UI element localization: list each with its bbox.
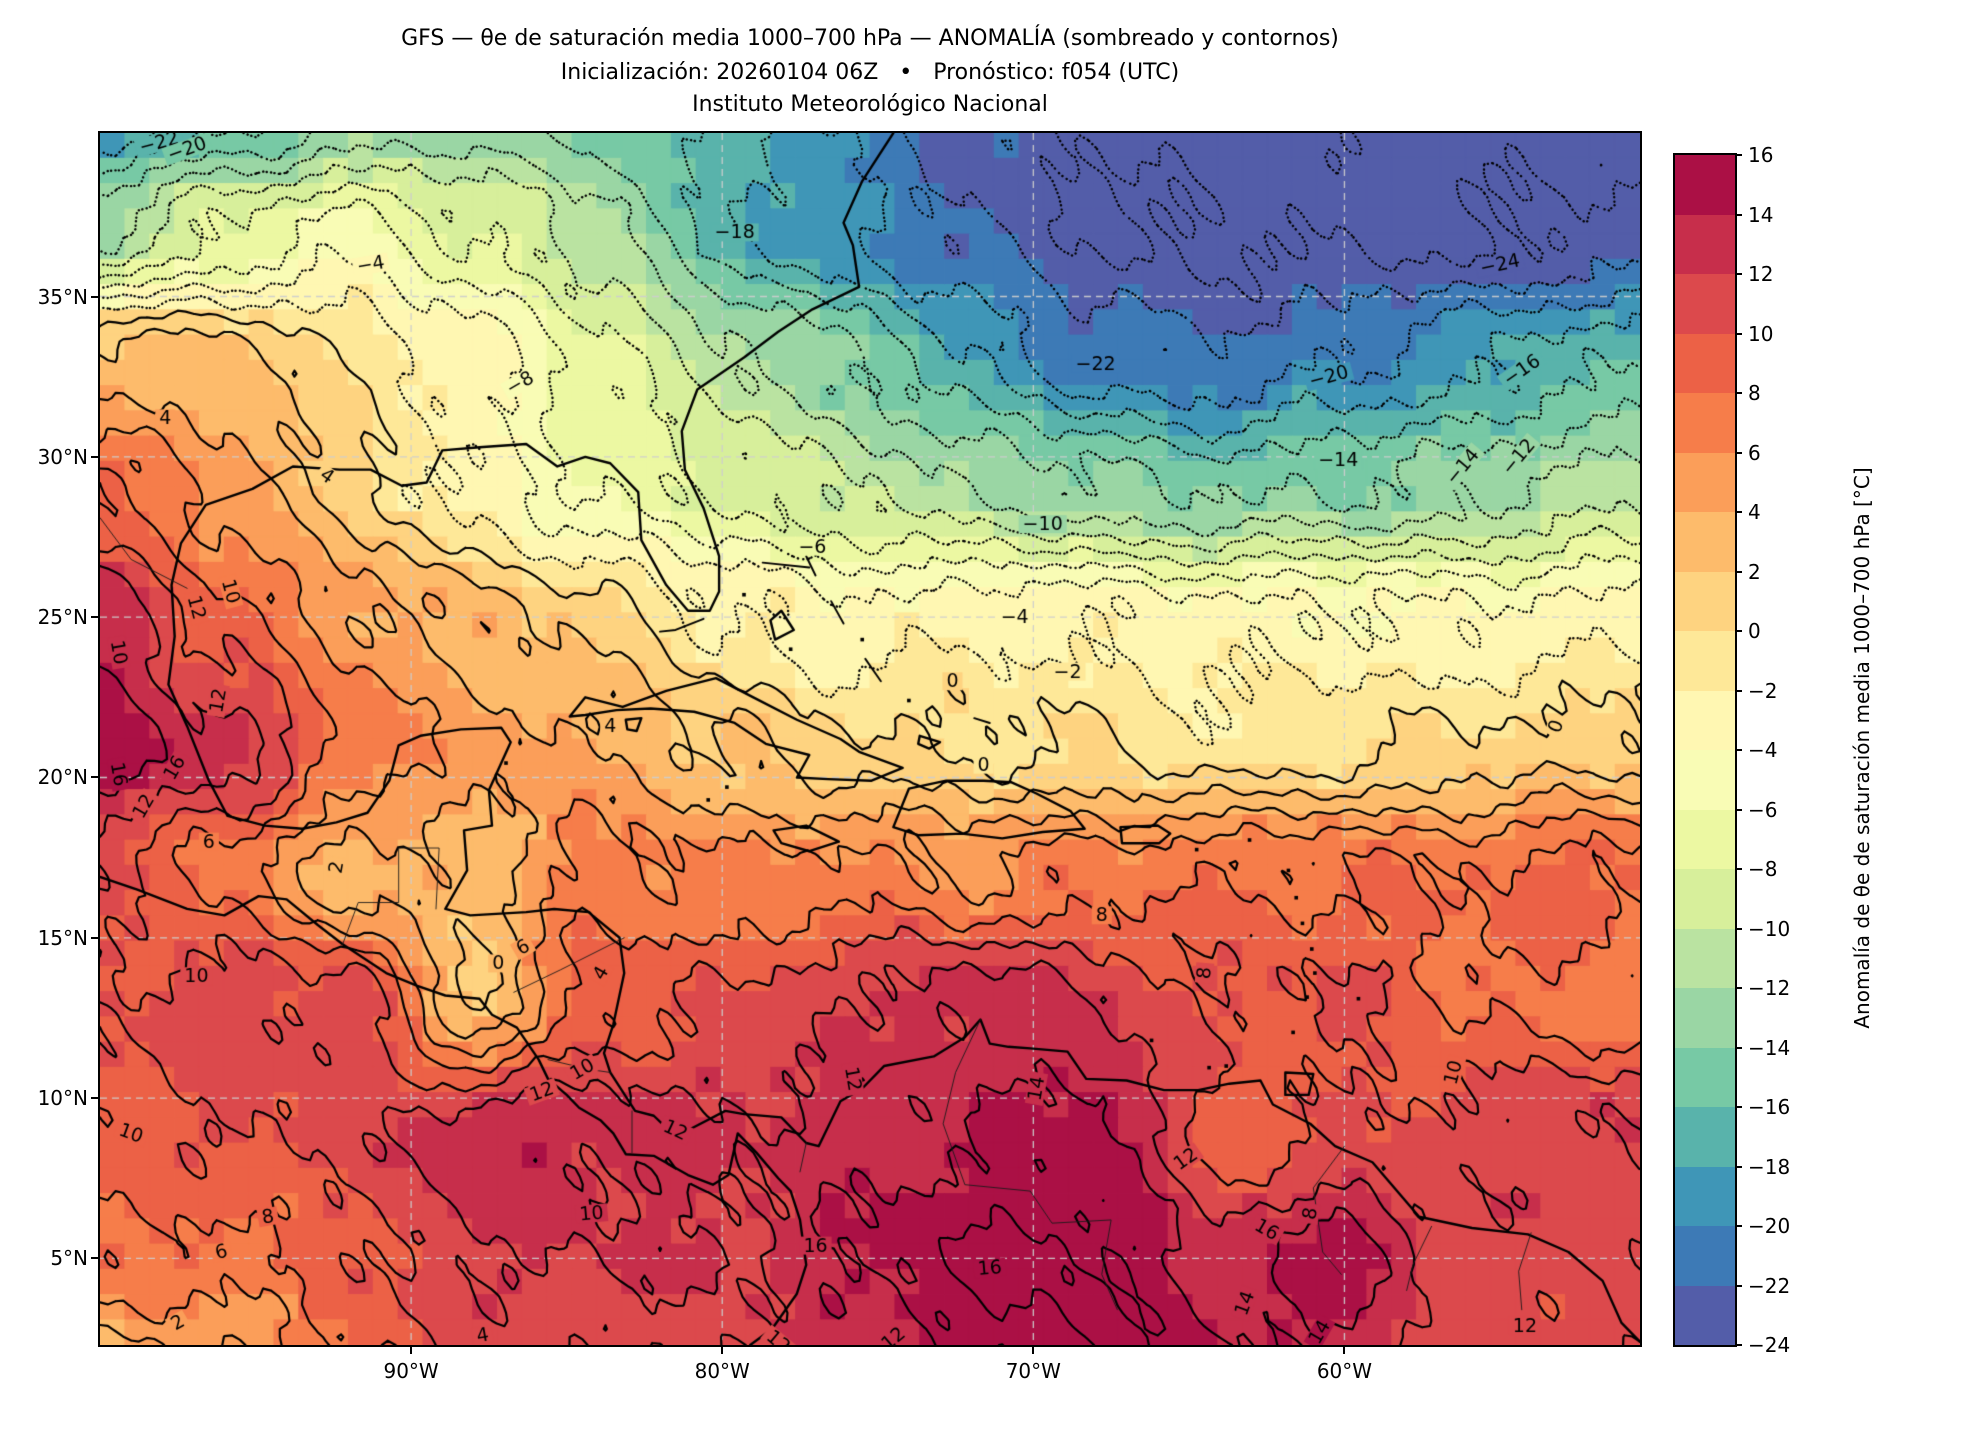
map-canvas	[100, 133, 1640, 1345]
x-tick-mark	[721, 1347, 724, 1354]
colorbar-tick-label: 12	[1748, 262, 1774, 286]
chart-subtitle: Inicialización: 20260104 06Z • Pronóstic…	[560, 60, 1180, 85]
chart-title: GFS — θe de saturación media 1000–700 hP…	[401, 26, 1339, 51]
colorbar-tick-mark	[1735, 927, 1742, 930]
colorbar-band	[1675, 631, 1735, 691]
colorbar-tick-label: −6	[1748, 797, 1778, 822]
colorbar-band	[1675, 1107, 1735, 1167]
colorbar-tick-mark	[1735, 808, 1742, 811]
colorbar-band	[1675, 1166, 1735, 1226]
x-tick-mark	[1343, 1347, 1346, 1354]
colorbar-band	[1675, 988, 1735, 1048]
colorbar-tick-mark	[1735, 332, 1742, 335]
colorbar-band	[1675, 333, 1735, 393]
colorbar-tick-mark	[1735, 630, 1742, 632]
colorbar-tick-label: −20	[1748, 1214, 1791, 1238]
colorbar-band	[1675, 809, 1735, 869]
x-tick-mark	[1032, 1347, 1035, 1354]
colorbar-tick-mark	[1735, 213, 1742, 216]
colorbar-tick-mark	[1735, 1344, 1742, 1346]
colorbar-tick-label: −22	[1748, 1273, 1791, 1298]
colorbar-tick-mark	[1735, 1284, 1742, 1287]
colorbar-band	[1675, 928, 1735, 988]
colorbar-label: Anomalía de θe de saturación media 1000–…	[1850, 467, 1874, 1029]
colorbar-tick-label: −2	[1748, 678, 1778, 703]
colorbar-tick-mark	[1735, 1165, 1742, 1168]
colorbar-tick-mark	[1735, 273, 1742, 275]
x-tick-label: 80°W	[694, 1359, 750, 1383]
colorbar-tick-label: −16	[1748, 1095, 1791, 1119]
colorbar-tick-label: 2	[1748, 559, 1761, 584]
colorbar-band	[1675, 869, 1735, 929]
y-tick-label: 10°N	[37, 1086, 88, 1111]
colorbar-tick-label: 4	[1748, 500, 1761, 524]
y-tick-mark	[91, 1097, 98, 1100]
x-tick-label: 70°W	[1005, 1359, 1061, 1383]
y-tick-mark	[91, 455, 98, 458]
x-tick-mark	[410, 1347, 413, 1354]
colorbar-band	[1675, 1047, 1735, 1107]
colorbar-band	[1675, 750, 1735, 810]
y-tick-mark	[91, 1257, 98, 1260]
y-tick-label: 30°N	[37, 444, 88, 469]
y-tick-label: 5°N	[50, 1246, 88, 1271]
colorbar-band	[1675, 512, 1735, 572]
colorbar-tick-label: 6	[1748, 440, 1761, 465]
colorbar-tick-label: −4	[1748, 738, 1778, 762]
colorbar-tick-mark	[1735, 1046, 1742, 1049]
colorbar-tick-label: −24	[1748, 1333, 1791, 1357]
colorbar-tick-mark	[1735, 392, 1742, 394]
colorbar	[1673, 153, 1737, 1347]
colorbar-band	[1675, 274, 1735, 334]
y-tick-mark	[91, 295, 98, 298]
colorbar-tick-mark	[1735, 749, 1742, 751]
colorbar-tick-label: 10	[1748, 321, 1774, 346]
colorbar-tick-mark	[1735, 154, 1742, 156]
y-tick-label: 20°N	[37, 765, 88, 790]
colorbar-band	[1675, 571, 1735, 631]
x-tick-label: 60°W	[1316, 1359, 1373, 1383]
colorbar-band	[1675, 393, 1735, 453]
colorbar-tick-mark	[1735, 987, 1742, 989]
colorbar-band	[1675, 452, 1735, 512]
colorbar-band	[1675, 214, 1735, 274]
y-tick-label: 35°N	[37, 284, 88, 309]
y-tick-label: 15°N	[37, 925, 88, 950]
colorbar-tick-mark	[1735, 868, 1742, 870]
y-tick-mark	[91, 616, 98, 619]
colorbar-tick-label: 14	[1748, 202, 1774, 227]
colorbar-tick-label: −12	[1748, 976, 1791, 1000]
chart-institution: Instituto Meteorológico Nacional	[692, 92, 1048, 117]
x-tick-label: 90°W	[383, 1359, 439, 1383]
colorbar-tick-label: 16	[1748, 143, 1774, 167]
colorbar-band	[1675, 155, 1735, 215]
map-plot-area	[98, 131, 1642, 1347]
y-tick-mark	[91, 776, 98, 779]
colorbar-tick-label: −18	[1748, 1154, 1791, 1179]
colorbar-tick-label: −14	[1748, 1035, 1791, 1060]
colorbar-tick-label: 0	[1748, 619, 1761, 643]
colorbar-band	[1675, 1285, 1735, 1345]
y-tick-label: 25°N	[37, 605, 88, 630]
colorbar-tick-label: −10	[1748, 916, 1791, 941]
colorbar-tick-mark	[1735, 1106, 1742, 1108]
colorbar-tick-mark	[1735, 451, 1742, 454]
colorbar-tick-mark	[1735, 511, 1742, 513]
colorbar-tick-mark	[1735, 570, 1742, 573]
colorbar-band	[1675, 690, 1735, 750]
colorbar-band	[1675, 1226, 1735, 1286]
colorbar-tick-mark	[1735, 689, 1742, 692]
colorbar-tick-mark	[1735, 1225, 1742, 1227]
y-tick-mark	[91, 936, 98, 939]
colorbar-tick-label: −8	[1748, 857, 1778, 881]
colorbar-tick-label: 8	[1748, 381, 1761, 405]
